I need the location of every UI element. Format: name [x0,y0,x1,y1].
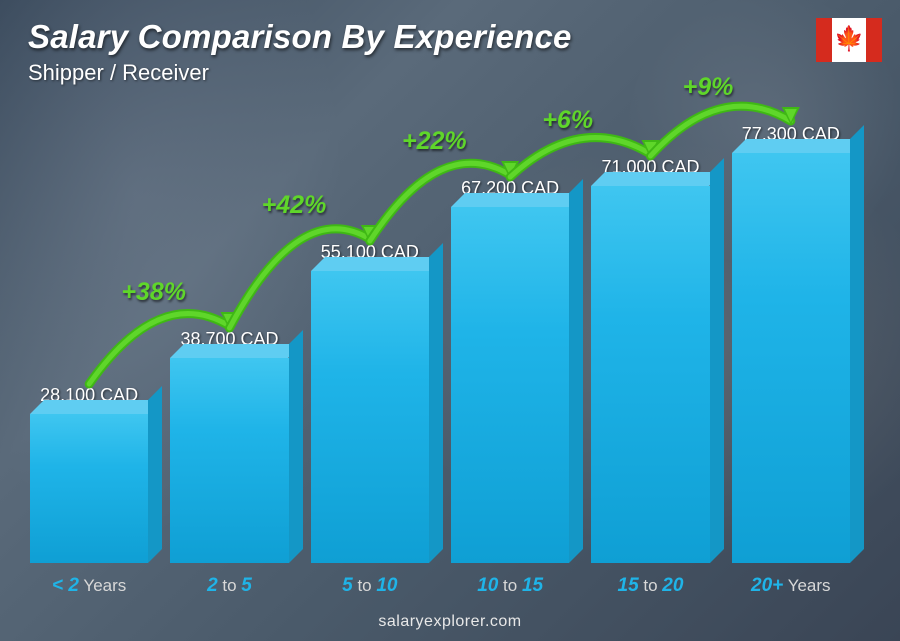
x-axis-label: 5 to 10 [311,575,429,597]
footer-source: salaryexplorer.com [0,613,900,631]
bar-slot: 28,100 CAD [30,120,148,563]
x-axis: < 2 Years 2 to 5 5 to 10 10 to 15 15 to 20 20… [30,575,850,597]
growth-percent-label: +9% [683,73,734,102]
bar [170,358,288,563]
bar-slot: 55,100 CAD [311,120,429,563]
x-axis-label: 20+ Years [732,575,850,597]
bar [311,271,429,563]
header: Salary Comparison By Experience Shipper … [28,18,572,86]
x-axis-label: < 2 Years [30,575,148,597]
bar-slot: 71,000 CAD [591,120,709,563]
bar-slot: 77,300 CAD [732,120,850,563]
bar [30,414,148,563]
country-flag-canada: 🍁 [816,18,882,62]
bar [591,186,709,563]
bar-slot: 38,700 CAD [170,120,288,563]
bar [732,153,850,563]
bar-slot: 67,200 CAD [451,120,569,563]
maple-leaf-icon: 🍁 [834,28,864,52]
x-axis-label: 10 to 15 [451,575,569,597]
x-axis-label: 2 to 5 [170,575,288,597]
bar [451,207,569,563]
page-subtitle: Shipper / Receiver [28,60,572,86]
page-title: Salary Comparison By Experience [28,18,572,56]
x-axis-label: 15 to 20 [591,575,709,597]
salary-bar-chart: 28,100 CAD38,700 CAD55,100 CAD67,200 CAD… [30,120,850,563]
